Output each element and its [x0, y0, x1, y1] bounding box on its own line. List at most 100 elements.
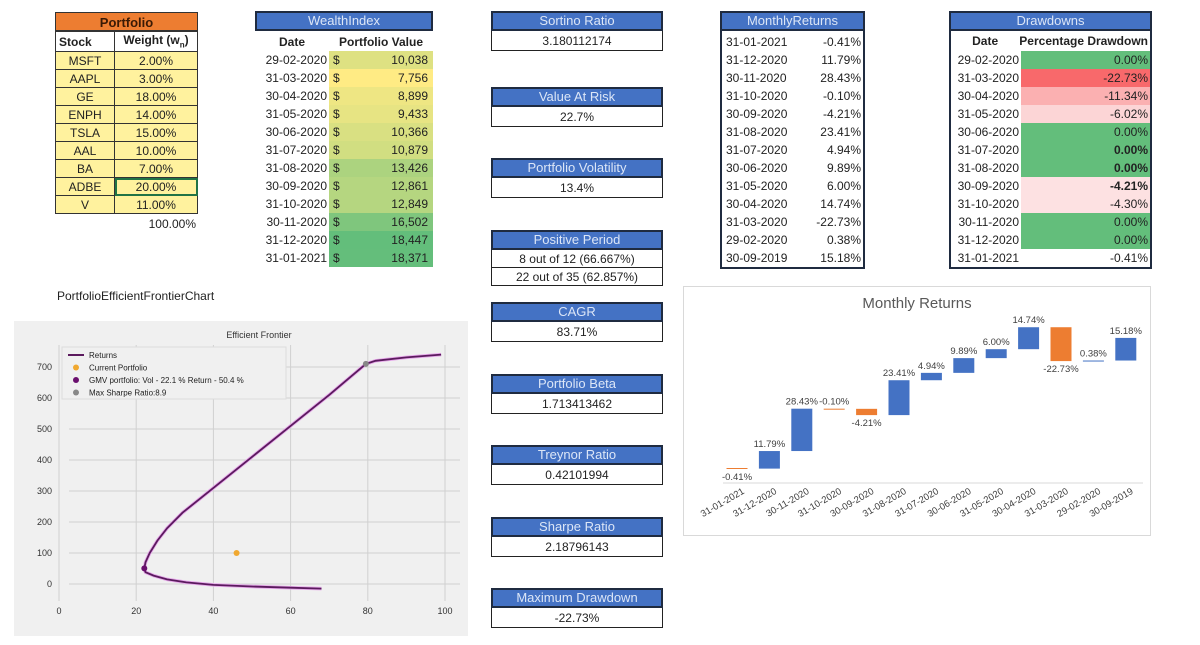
return-cell: 0.38%	[826, 233, 861, 247]
sortino-ratio-value: 3.180112174	[491, 31, 663, 51]
weight-cell[interactable]: 2.00%	[114, 51, 198, 70]
table-row: 31-07-2020 $ 10,879	[255, 141, 433, 159]
portfolio-value-cell: 8,899	[397, 89, 428, 103]
stock-cell[interactable]: AAPL	[55, 69, 115, 88]
portfolio-value-cell: 12,849	[391, 197, 428, 211]
date-cell: 31-01-2021	[265, 251, 327, 265]
weight-cell[interactable]: 7.00%	[114, 159, 198, 178]
currency-symbol: $	[333, 143, 340, 157]
return-cell: 23.41%	[820, 125, 861, 139]
weight-cell[interactable]: 10.00%	[114, 141, 198, 160]
date-cell: 31-10-2020	[265, 197, 327, 211]
return-cell: 15.18%	[820, 251, 861, 265]
table-row: 31-05-2020 $ 9,433	[255, 105, 433, 123]
monthly-returns-table: MonthlyReturns 31-01-2021 -0.41% 31-12-2…	[720, 11, 865, 269]
portfolio-value-cell: 9,433	[397, 107, 428, 121]
date-cell: 30-11-2020	[726, 71, 787, 85]
stock-cell[interactable]: ENPH	[55, 105, 115, 124]
positive-period-box: Positive Period 8 out of 12 (66.667%) 22 o…	[491, 230, 663, 286]
table-row: 31-03-2020 $ 7,756	[255, 69, 433, 87]
weight-cell[interactable]: 18.00%	[114, 87, 198, 106]
data-label: -0.41%	[722, 472, 753, 483]
table-row: 31-03-2020 -22.73%	[722, 213, 863, 231]
positive-period-value: 22 out of 35 (62.857%)	[491, 268, 663, 286]
legend-dot-marker	[73, 377, 79, 383]
table-row: 31-07-2020 4.94%	[722, 141, 863, 159]
weight-cell[interactable]: 20.00%	[114, 177, 198, 196]
table-row: 30-09-2020 -4.21%	[722, 105, 863, 123]
date-cell: 29-02-2020	[726, 233, 788, 247]
portfolio-beta-value: 1.713413462	[491, 394, 663, 414]
positive-period-value: 8 out of 12 (66.667%)	[491, 250, 663, 268]
table-row: 30-04-2020 -11.34%	[951, 87, 1150, 105]
stock-cell[interactable]: AAL	[55, 141, 115, 160]
table-row: MSFT 2.00%	[55, 51, 198, 70]
table-row: 31-01-2021 $ 18,371	[255, 249, 433, 267]
currency-symbol: $	[333, 125, 340, 139]
table-row: 31-12-2020 $ 18,447	[255, 231, 433, 249]
table-row: 30-11-2020 28.43%	[722, 69, 863, 87]
sharpe-ratio-value: 2.18796143	[491, 537, 663, 557]
returns-line	[143, 353, 442, 590]
weight-cell[interactable]: 14.00%	[114, 105, 198, 124]
weight-cell[interactable]: 15.00%	[114, 123, 198, 142]
legend-dot-marker	[73, 364, 79, 371]
x-tick-label: 0	[56, 606, 61, 616]
table-row: 30-09-2019 15.18%	[722, 249, 863, 267]
weight-cell[interactable]: 11.00%	[114, 195, 198, 214]
data-label: 14.74%	[1012, 315, 1045, 326]
table-row: 31-01-2021 -0.41%	[951, 249, 1150, 267]
waterfall-bar	[888, 380, 910, 416]
monthly-returns-title: MonthlyReturns	[720, 11, 865, 31]
stock-cell[interactable]: MSFT	[55, 51, 115, 70]
portfolio-table: Portfolio Stock Weight (wn) MSFT 2.00% AAP…	[55, 12, 198, 231]
current-portfolio-point	[233, 550, 240, 556]
waterfall-bar	[1018, 327, 1040, 350]
waterfall-bar	[1082, 360, 1104, 362]
date-cell: 29-02-2020	[957, 53, 1019, 67]
date-cell: 31-07-2020	[265, 143, 327, 157]
portfolio-value-cell: 10,879	[391, 143, 428, 157]
table-row: ENPH 14.00%	[55, 105, 198, 124]
portfolio-value-cell: 7,756	[397, 71, 428, 85]
date-cell: 30-09-2020	[957, 179, 1019, 193]
date-cell: 31-08-2020	[957, 161, 1019, 175]
return-cell: -0.41%	[822, 35, 861, 49]
stock-cell[interactable]: GE	[55, 87, 115, 106]
stock-cell[interactable]: ADBE	[55, 177, 115, 196]
drawdown-cell: 0.00%	[1021, 159, 1150, 177]
portfolio-value-cell: 10,366	[391, 125, 428, 139]
date-cell: 30-09-2020	[265, 179, 327, 193]
y-tick-label: 300	[37, 486, 52, 496]
stock-cell[interactable]: BA	[55, 159, 115, 178]
stock-cell[interactable]: TSLA	[55, 123, 115, 142]
date-cell: 31-08-2020	[265, 161, 327, 175]
date-cell: 31-01-2021	[726, 35, 788, 49]
waterfall-bar	[726, 468, 748, 469]
currency-symbol: $	[333, 197, 340, 211]
treynor-ratio-value: 0.42101994	[491, 465, 663, 485]
cagr-box: CAGR 83.71%	[491, 302, 663, 342]
return-cell: 6.00%	[826, 179, 861, 193]
date-cell: 31-05-2020	[726, 179, 788, 193]
portfolio-title: Portfolio	[55, 12, 198, 31]
currency-symbol: $	[333, 71, 340, 85]
weight-cell[interactable]: 3.00%	[114, 69, 198, 88]
stock-cell[interactable]: V	[55, 195, 115, 214]
data-label: 28.43%	[786, 397, 819, 408]
date-cell: 31-03-2020	[726, 215, 788, 229]
gmv-point	[141, 565, 148, 572]
chart-frame	[683, 286, 1151, 536]
data-label: 9.89%	[950, 346, 977, 357]
waterfall-bar	[985, 349, 1007, 359]
date-cell: 31-07-2020	[957, 143, 1019, 157]
waterfall-bar	[1115, 337, 1137, 361]
chart-title: Efficient Frontier	[226, 330, 291, 340]
table-row: 31-08-2020 $ 13,426	[255, 159, 433, 177]
col-date: Date	[972, 34, 999, 48]
table-row: AAPL 3.00%	[55, 69, 198, 88]
table-row: 31-07-2020 0.00%	[951, 141, 1150, 159]
positive-period-label: Positive Period	[491, 230, 663, 250]
drawdown-cell: -22.73%	[1021, 69, 1150, 87]
table-row: 31-03-2020 -22.73%	[951, 69, 1150, 87]
